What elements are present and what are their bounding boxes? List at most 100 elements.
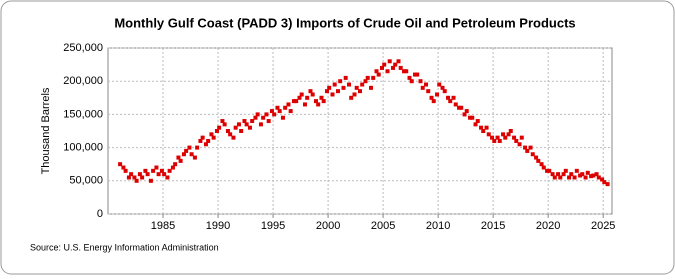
- point: [528, 145, 533, 150]
- point: [382, 62, 387, 67]
- point: [176, 155, 181, 160]
- point: [231, 135, 236, 140]
- point: [217, 125, 222, 130]
- point: [556, 172, 561, 177]
- point: [255, 112, 260, 117]
- point: [547, 168, 552, 173]
- y-tick-label: 250,000: [63, 42, 103, 54]
- x-tick-label: 1990: [206, 220, 230, 232]
- point: [233, 125, 238, 130]
- point: [310, 92, 315, 97]
- point: [435, 92, 440, 97]
- point: [486, 132, 491, 137]
- point: [484, 125, 489, 130]
- x-tick-label: 2000: [316, 220, 340, 232]
- y-tick-label: 100,000: [63, 142, 103, 154]
- point: [244, 122, 249, 127]
- point: [563, 168, 568, 173]
- point: [349, 95, 354, 100]
- point: [283, 105, 288, 110]
- point: [409, 79, 414, 84]
- y-tick-label: 0: [97, 208, 103, 220]
- point: [424, 82, 429, 87]
- x-tick-label: 2015: [481, 220, 505, 232]
- point: [140, 175, 145, 180]
- point: [305, 95, 310, 100]
- point: [159, 168, 164, 173]
- point: [545, 168, 550, 173]
- point: [269, 109, 274, 114]
- point: [123, 168, 128, 173]
- point: [376, 72, 381, 77]
- point: [550, 172, 555, 177]
- point: [148, 178, 153, 183]
- point: [457, 105, 462, 110]
- point: [415, 72, 420, 77]
- point: [297, 95, 302, 100]
- point: [490, 135, 495, 140]
- point: [225, 129, 230, 133]
- point: [321, 99, 326, 104]
- point: [561, 172, 566, 177]
- y-tick-label: 50,000: [69, 175, 103, 187]
- point: [402, 69, 407, 74]
- x-tick-label: 2020: [536, 220, 560, 232]
- point: [167, 168, 172, 173]
- point: [374, 69, 379, 74]
- point: [569, 172, 574, 177]
- point: [404, 69, 409, 74]
- point: [589, 174, 594, 179]
- point: [517, 142, 522, 147]
- point: [479, 125, 484, 130]
- point: [369, 85, 374, 90]
- point: [578, 173, 583, 178]
- point: [178, 158, 183, 163]
- point: [195, 145, 200, 150]
- point: [468, 115, 473, 120]
- point: [600, 177, 605, 182]
- point: [440, 85, 445, 90]
- point: [313, 99, 318, 104]
- point: [574, 168, 579, 173]
- point: [261, 115, 266, 120]
- point: [330, 92, 335, 97]
- point: [316, 102, 321, 107]
- point: [602, 180, 607, 185]
- point: [126, 175, 131, 180]
- point: [473, 122, 478, 127]
- point: [258, 122, 263, 127]
- point: [519, 135, 524, 140]
- point: [393, 62, 398, 67]
- point: [387, 59, 392, 64]
- point: [192, 155, 197, 160]
- point: [277, 109, 282, 114]
- point: [170, 165, 175, 170]
- point: [209, 132, 214, 137]
- point: [187, 145, 192, 150]
- point: [132, 175, 137, 180]
- point: [253, 115, 258, 120]
- point: [552, 175, 557, 180]
- point: [121, 165, 126, 170]
- point: [380, 65, 385, 70]
- point: [222, 122, 227, 127]
- point: [324, 89, 329, 94]
- point: [264, 112, 269, 117]
- point: [594, 172, 599, 177]
- point: [154, 165, 159, 170]
- point: [242, 119, 247, 124]
- point: [523, 145, 528, 150]
- y-tick-label: 150,000: [63, 108, 103, 120]
- point: [354, 85, 359, 90]
- point: [451, 95, 456, 100]
- point: [360, 82, 365, 87]
- point: [431, 99, 436, 104]
- x-tick-label: 2010: [426, 220, 450, 232]
- point: [151, 168, 156, 173]
- point: [319, 95, 324, 100]
- point: [143, 168, 148, 173]
- point: [572, 175, 577, 180]
- point: [506, 132, 511, 137]
- point: [530, 152, 535, 157]
- point: [448, 99, 453, 104]
